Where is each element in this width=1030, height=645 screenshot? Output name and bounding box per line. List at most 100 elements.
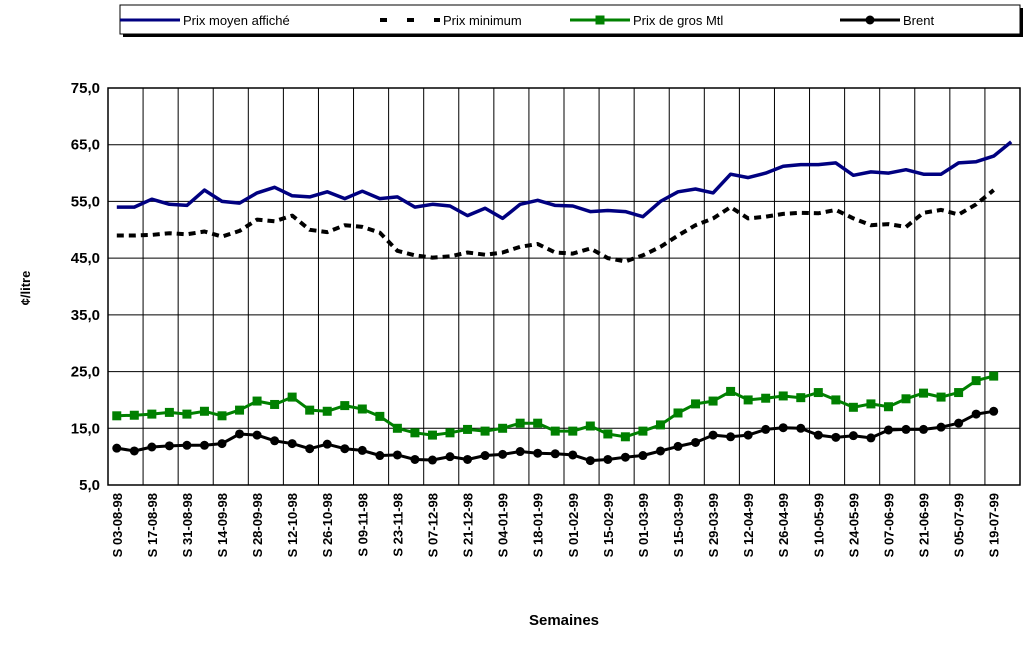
y-tick-label: 35,0: [71, 307, 100, 324]
x-axis-title: Semaines: [529, 612, 599, 629]
series-line: [116, 140, 1013, 221]
point-marker: [936, 392, 946, 402]
point-marker: [498, 449, 508, 459]
point-marker: [112, 443, 122, 453]
point-marker: [901, 424, 911, 434]
point-marker: [217, 439, 227, 449]
point-marker: [164, 407, 174, 417]
legend-label: Brent: [903, 13, 934, 28]
point-marker: [235, 429, 245, 439]
point-marker: [445, 452, 455, 462]
x-tick-label: S 31-08-98: [180, 493, 195, 557]
point-marker: [305, 405, 315, 415]
x-tick-label: S 14-09-98: [215, 493, 230, 557]
point-marker: [217, 411, 227, 421]
point-marker: [182, 440, 192, 450]
point-marker: [585, 421, 595, 431]
y-tick-label: 55,0: [71, 193, 100, 210]
x-tick-label: S 04-01-99: [496, 493, 511, 557]
legend-label: Prix minimum: [443, 13, 522, 28]
legend-label: Prix de gros Mtl: [633, 13, 723, 28]
point-marker: [743, 395, 753, 405]
point-marker: [989, 371, 999, 381]
point-marker: [427, 430, 437, 440]
point-marker: [305, 444, 315, 454]
x-tick-label: S 01-02-99: [566, 493, 581, 557]
point-marker: [199, 440, 209, 450]
point-marker: [989, 406, 999, 416]
point-marker: [550, 426, 560, 436]
point-marker: [270, 436, 280, 446]
x-tick-label: S 26-04-99: [776, 493, 791, 557]
point-marker: [164, 441, 174, 451]
point-marker: [533, 448, 543, 458]
point-marker: [340, 444, 350, 454]
point-marker: [375, 451, 385, 461]
point-marker: [638, 451, 648, 461]
point-marker: [410, 454, 420, 464]
x-tick-label: S 05-07-99: [952, 493, 967, 557]
x-tick-label: S 21-06-99: [917, 493, 932, 557]
x-tick-label: S 17-08-98: [145, 493, 160, 557]
point-marker: [638, 426, 648, 436]
point-marker: [287, 392, 297, 402]
point-marker: [936, 422, 946, 432]
point-marker: [831, 432, 841, 442]
y-tick-label: 5,0: [79, 477, 100, 494]
point-marker: [427, 455, 437, 465]
x-tick-label: S 15-03-99: [671, 493, 686, 557]
point-marker: [375, 411, 385, 421]
point-marker: [673, 441, 683, 451]
point-marker: [357, 445, 367, 455]
legend-marker: [595, 15, 605, 25]
point-marker: [954, 388, 964, 398]
point-marker: [726, 386, 736, 396]
point-marker: [691, 399, 701, 409]
point-marker: [480, 451, 490, 461]
point-marker: [322, 439, 332, 449]
y-tick-label: 75,0: [71, 80, 100, 97]
point-marker: [620, 432, 630, 442]
point-marker: [480, 426, 490, 436]
point-marker: [761, 424, 771, 434]
point-marker: [463, 454, 473, 464]
point-marker: [883, 425, 893, 435]
x-tick-label: S 21-12-98: [461, 493, 476, 557]
x-tick-label: S 07-12-98: [425, 493, 440, 557]
legend-marker: [865, 15, 875, 25]
point-marker: [813, 430, 823, 440]
point-marker: [761, 393, 771, 403]
x-tick-label: S 07-06-99: [881, 493, 896, 557]
point-marker: [691, 437, 701, 447]
point-marker: [831, 395, 841, 405]
x-tick-label: S 01-03-99: [636, 493, 651, 557]
x-tick-label: S 12-10-98: [285, 493, 300, 557]
point-marker: [585, 456, 595, 466]
point-marker: [270, 399, 280, 409]
x-tick-label: S 12-04-99: [741, 493, 756, 557]
x-tick-label: S 19-07-99: [987, 493, 1002, 557]
point-marker: [778, 391, 788, 401]
point-marker: [252, 396, 262, 406]
x-tick-label: S 03-08-98: [110, 493, 125, 557]
y-tick-label: 15,0: [71, 420, 100, 437]
point-marker: [252, 430, 262, 440]
point-marker: [708, 396, 718, 406]
point-marker: [743, 430, 753, 440]
y-tick-label: 25,0: [71, 364, 100, 381]
y-tick-label: 45,0: [71, 250, 100, 267]
x-tick-label: S 24-05-99: [846, 493, 861, 557]
point-marker: [866, 399, 876, 409]
point-marker: [796, 393, 806, 403]
point-marker: [287, 439, 297, 449]
point-marker: [883, 402, 893, 412]
point-marker: [112, 411, 122, 421]
point-marker: [235, 405, 245, 415]
x-tick-label: S 18-01-99: [531, 493, 546, 557]
point-marker: [129, 446, 139, 456]
point-marker: [550, 449, 560, 459]
x-tick-label: S 29-03-99: [706, 493, 721, 557]
point-marker: [655, 446, 665, 456]
point-marker: [463, 424, 473, 434]
